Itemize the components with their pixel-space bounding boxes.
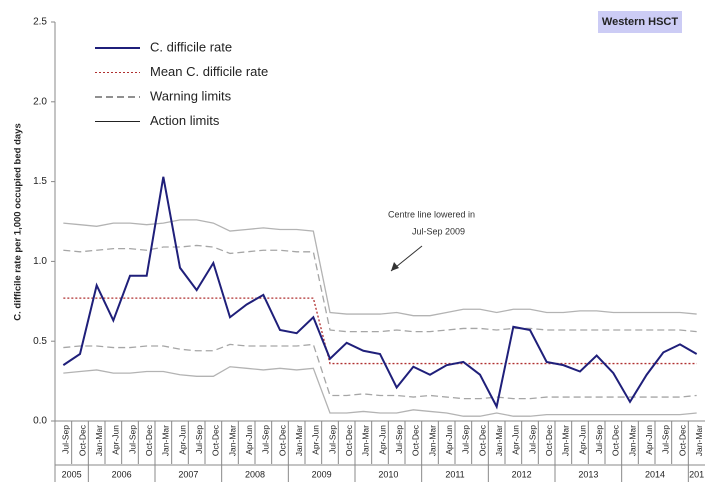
x-tick-label: Jan-Mar xyxy=(427,425,437,456)
year-label: 2014 xyxy=(645,469,665,479)
legend-label: C. difficile rate xyxy=(150,39,232,54)
x-tick-label: Jul-Sep xyxy=(61,425,71,454)
x-tick-label: Jul-Sep xyxy=(594,425,604,454)
x-tick-label: Apr-Jun xyxy=(377,425,387,455)
series-line xyxy=(63,244,697,333)
x-tick-label: Oct-Dec xyxy=(544,424,554,456)
x-tick-label: Jan-Mar xyxy=(361,425,371,456)
series-line-lower xyxy=(63,366,697,417)
annotation-line: Centre line lowered in xyxy=(388,209,475,219)
x-tick-label: Jan-Mar xyxy=(227,425,237,456)
y-tick-label: 2.5 xyxy=(33,17,47,28)
x-tick-label: Oct-Dec xyxy=(77,424,87,456)
x-tick-label: Jan-Mar xyxy=(694,425,704,456)
x-tick-label: Oct-Dec xyxy=(611,424,621,456)
year-label: 201 xyxy=(689,469,704,479)
x-tick-label: Apr-Jun xyxy=(244,425,254,455)
x-tick-label: Oct-Dec xyxy=(277,424,287,456)
x-tick-label: Oct-Dec xyxy=(677,424,687,456)
x-tick-label: Jul-Sep xyxy=(261,425,271,454)
series-line xyxy=(63,219,697,317)
annotation-line: Jul-Sep 2009 xyxy=(412,226,465,236)
x-tick-label: Apr-Jun xyxy=(644,425,654,455)
year-label: 2006 xyxy=(112,469,132,479)
x-tick-label: Apr-Jun xyxy=(311,425,321,455)
year-label: 2013 xyxy=(578,469,598,479)
x-tick-label: Jul-Sep xyxy=(327,425,337,454)
legend-label: Mean C. difficile rate xyxy=(150,64,268,79)
year-label: 2011 xyxy=(445,469,464,479)
year-label: 2008 xyxy=(245,469,265,479)
x-tick-label: Oct-Dec xyxy=(477,424,487,456)
series-line xyxy=(63,297,697,365)
y-axis-label: C. difficile rate per 1,000 occupied bed… xyxy=(13,123,24,320)
y-tick-label: 2.0 xyxy=(33,96,47,107)
x-tick-label: Jan-Mar xyxy=(561,425,571,456)
x-tick-label: Jul-Sep xyxy=(394,425,404,454)
x-tick-label: Apr-Jun xyxy=(577,425,587,455)
legend-label: Action limits xyxy=(150,113,220,128)
annotation-arrowhead xyxy=(391,262,399,271)
badge-box xyxy=(598,11,682,33)
y-tick-label: 1.0 xyxy=(33,256,47,267)
x-tick-label: Oct-Dec xyxy=(144,424,154,456)
series-line-lower xyxy=(63,343,697,400)
badge: Western HSCT xyxy=(602,16,678,28)
year-label: 2010 xyxy=(378,469,398,479)
year-label: 2007 xyxy=(178,469,198,479)
legend-label: Warning limits xyxy=(150,88,232,103)
x-tick-label: Apr-Jun xyxy=(177,425,187,455)
x-tick-label: Jan-Mar xyxy=(627,425,637,456)
year-label: 2009 xyxy=(312,469,332,479)
x-tick-label: Jul-Sep xyxy=(661,425,671,454)
x-tick-label: Jul-Sep xyxy=(127,425,137,454)
x-tick-label: Jan-Mar xyxy=(294,425,304,456)
year-label: 2005 xyxy=(62,469,82,479)
y-tick-label: 0.5 xyxy=(33,336,47,347)
x-tick-label: Apr-Jun xyxy=(111,425,121,455)
series-line xyxy=(62,176,698,410)
x-tick-label: Jul-Sep xyxy=(194,425,204,454)
x-tick-label: Apr-Jun xyxy=(511,425,521,455)
x-tick-label: Apr-Jun xyxy=(444,425,454,455)
x-tick-label: Oct-Dec xyxy=(411,424,421,456)
x-tick-label: Jan-Mar xyxy=(94,425,104,456)
x-tick-label: Oct-Dec xyxy=(211,424,221,456)
x-tick-label: Jan-Mar xyxy=(494,425,504,456)
x-tick-label: Oct-Dec xyxy=(344,424,354,456)
x-tick-label: Jan-Mar xyxy=(161,425,171,456)
y-tick-label: 1.5 xyxy=(33,176,47,187)
x-tick-label: Jul-Sep xyxy=(527,425,537,454)
x-tick-label: Jul-Sep xyxy=(461,425,471,454)
year-label: 2012 xyxy=(512,469,532,479)
y-tick-label: 0.0 xyxy=(33,416,47,427)
